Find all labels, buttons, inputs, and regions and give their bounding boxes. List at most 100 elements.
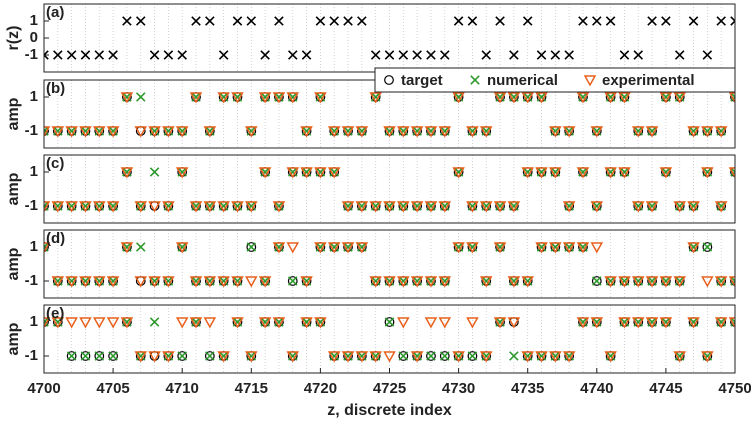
- cross-marker: [108, 201, 118, 211]
- triangle-marker: [701, 167, 714, 179]
- cross-marker: [619, 92, 630, 102]
- cross-marker: [730, 16, 735, 26]
- cross-marker: [301, 317, 312, 327]
- cross-marker: [315, 92, 326, 102]
- cross-marker: [550, 126, 561, 136]
- triangle-marker: [203, 317, 217, 329]
- cross-marker: [453, 242, 464, 252]
- cross-marker: [426, 50, 436, 60]
- triangle-marker: [645, 201, 659, 213]
- circle-marker: [730, 92, 735, 102]
- triangle-marker: [714, 276, 728, 288]
- cross-marker: [467, 242, 478, 252]
- cross-marker: [550, 242, 561, 252]
- triangle-marker: [231, 276, 244, 288]
- triangle-marker: [466, 317, 479, 329]
- panel-label: (d): [46, 230, 65, 247]
- cross-marker: [440, 351, 450, 361]
- y-tick-label: -1: [25, 122, 38, 139]
- triangle-marker: [687, 201, 700, 213]
- triangle-marker: [258, 167, 272, 179]
- cross-marker: [287, 167, 298, 177]
- triangle-marker: [576, 242, 590, 254]
- triangle-marker: [397, 126, 410, 138]
- cross-marker: [688, 242, 699, 252]
- panel-label: (e): [46, 305, 64, 322]
- triangle-marker: [397, 317, 410, 329]
- triangle-marker: [673, 201, 686, 213]
- circle-marker: [66, 351, 77, 361]
- cross-marker: [274, 317, 284, 327]
- triangle-marker: [314, 167, 327, 179]
- cross-marker: [509, 50, 519, 60]
- panel-frame: [43, 229, 736, 299]
- y-tick-label: 1: [30, 12, 38, 29]
- triangle-marker: [590, 201, 604, 213]
- triangle-marker: [535, 92, 548, 104]
- triangle-marker: [452, 351, 465, 363]
- cross-marker: [453, 167, 464, 177]
- cross-marker: [440, 50, 450, 60]
- cross-marker: [440, 201, 450, 211]
- cross-marker: [440, 126, 450, 136]
- triangle-marker: [604, 351, 617, 363]
- cross-marker: [633, 50, 644, 60]
- cross-marker: [716, 276, 726, 286]
- cross-marker: [716, 16, 726, 26]
- cross-marker: [661, 317, 671, 327]
- cross-marker: [163, 351, 174, 361]
- plot-area: [44, 242, 735, 288]
- cross-marker: [163, 276, 174, 286]
- cross-marker: [412, 276, 422, 286]
- cross-marker: [191, 16, 201, 26]
- triangle-marker: [659, 167, 673, 179]
- y-tick-label: 1: [30, 313, 38, 330]
- cross-marker: [467, 126, 478, 136]
- cross-marker: [688, 201, 699, 211]
- triangle-marker: [383, 201, 396, 213]
- cross-marker: [53, 276, 63, 286]
- cross-marker: [453, 351, 464, 361]
- cross-marker: [66, 50, 77, 60]
- triangle-marker: [604, 167, 617, 179]
- cross-marker: [44, 242, 49, 252]
- cross-marker: [398, 276, 409, 286]
- triangle-marker: [369, 92, 382, 104]
- cross-marker: [177, 242, 187, 252]
- cross-marker: [522, 351, 533, 361]
- cross-marker: [688, 317, 699, 327]
- cross-marker: [94, 351, 105, 361]
- circle-marker: [730, 317, 735, 327]
- triangle-marker: [618, 276, 631, 288]
- cross-marker: [205, 276, 215, 286]
- triangle-marker: [507, 92, 521, 104]
- triangle-marker: [549, 351, 562, 363]
- triangle-marker: [576, 317, 590, 329]
- triangle-marker: [383, 351, 396, 363]
- triangle-marker: [300, 126, 313, 138]
- cross-marker: [481, 201, 492, 211]
- triangle-marker: [245, 126, 258, 138]
- cross-marker: [384, 276, 395, 286]
- triangle-marker: [493, 317, 507, 329]
- cross-marker: [246, 201, 257, 211]
- triangle-marker: [79, 126, 92, 138]
- circle-marker: [426, 351, 436, 361]
- triangle-marker: [728, 317, 735, 329]
- cross-marker: [470, 75, 480, 85]
- cross-marker: [370, 201, 381, 211]
- cross-marker: [647, 16, 657, 26]
- cross-marker: [301, 276, 312, 286]
- triangle-marker: [189, 92, 203, 104]
- triangle-marker: [631, 276, 645, 288]
- cross-marker: [329, 126, 339, 136]
- cross-marker: [605, 351, 616, 361]
- plot-area: [44, 92, 735, 138]
- cross-marker: [370, 50, 381, 60]
- y-tick-label: -1: [25, 347, 38, 364]
- cross-marker: [440, 276, 450, 286]
- triangle-marker: [272, 317, 286, 329]
- cross-marker: [619, 276, 630, 286]
- triangle-marker: [314, 317, 327, 329]
- cross-marker: [135, 351, 146, 361]
